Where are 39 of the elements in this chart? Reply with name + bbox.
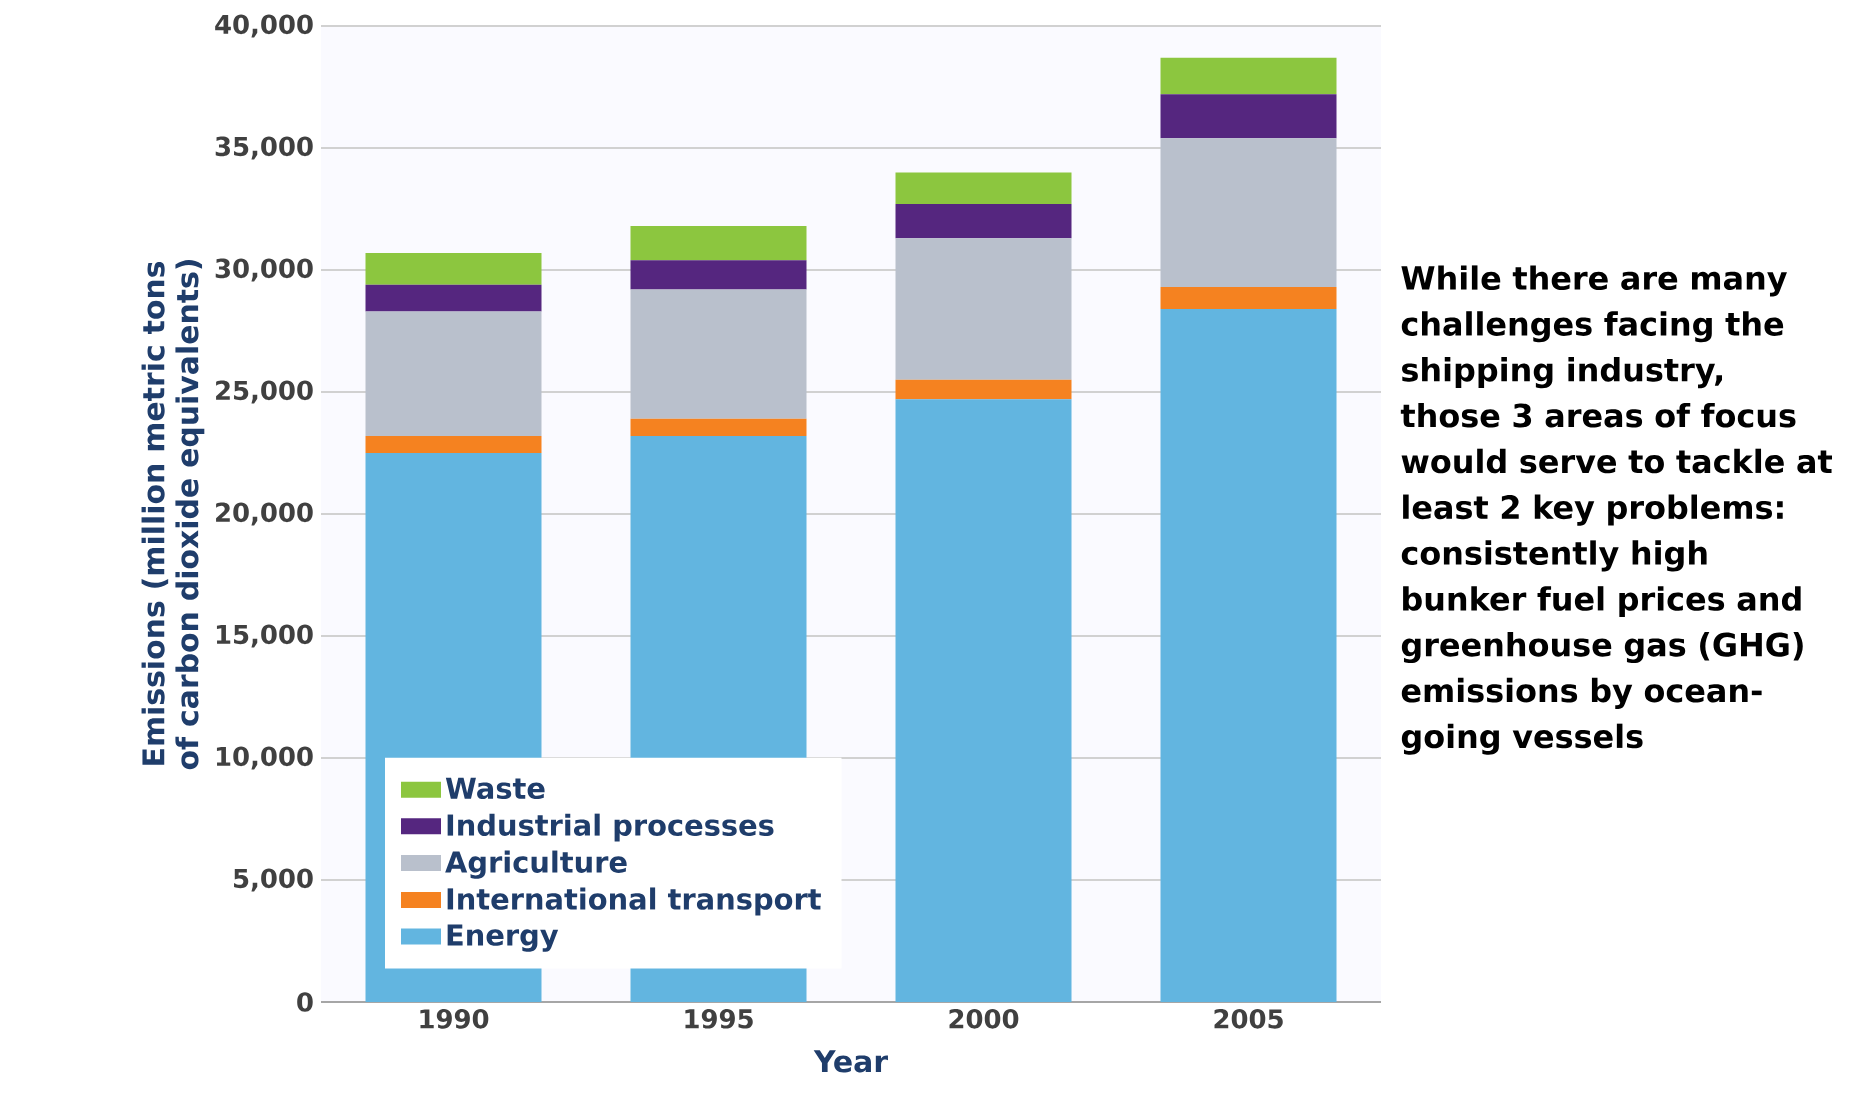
bar — [365, 435, 542, 453]
bar — [630, 260, 807, 290]
y-tick-label: 5,000 — [234, 868, 313, 892]
bar — [630, 418, 807, 436]
y-tick-label: 35,000 — [215, 136, 313, 160]
y-tick-label: 25,000 — [216, 380, 313, 404]
x-tick-label: 2000 — [949, 1009, 1019, 1029]
x-tick-label: 1995 — [685, 1009, 753, 1029]
y-tick-label: 0 — [297, 992, 313, 1012]
legend-label: Waste — [445, 777, 545, 800]
y-tick-label: 40,000 — [215, 14, 313, 38]
legend-label: International transport — [447, 887, 821, 916]
bar — [895, 172, 1072, 205]
legend-label: Agriculture — [445, 850, 627, 879]
y-tick-label: 15,000 — [216, 624, 313, 648]
y-tick-label: 10,000 — [216, 746, 313, 770]
bar — [630, 226, 807, 261]
y-axis-title: Emissions (million metric tons of carbon dioxide equivalents) — [141, 260, 205, 770]
y-tick-label: 30,000 — [215, 258, 313, 282]
bar — [895, 379, 1072, 400]
x-tick-label: 1990 — [420, 1009, 489, 1029]
legend-label: Industrial processes — [447, 813, 774, 842]
bar — [895, 238, 1072, 380]
bar — [1160, 309, 1337, 1002]
bar — [365, 284, 542, 312]
bar — [365, 311, 542, 436]
x-tick-label: 2005 — [1214, 1009, 1283, 1029]
legend-label: Energy — [447, 924, 559, 952]
bar — [1160, 94, 1337, 139]
bar — [1160, 138, 1337, 288]
bar — [630, 289, 807, 419]
bar — [365, 252, 542, 285]
y-tick-label: 20,000 — [216, 502, 313, 526]
bar — [895, 399, 1072, 1002]
x-axis-title: Year — [813, 1050, 888, 1073]
text: While there are many challenges facing the shipping industry, those 3 areas of focus would serve to tackle at least 2 key problems: consistently high bunker fuel prices and greenhouse gas (GHG) emissions by ocean-going vessels — [1400, 265, 1833, 755]
bar — [1160, 287, 1337, 310]
bar — [895, 204, 1072, 239]
bar — [1160, 57, 1337, 95]
